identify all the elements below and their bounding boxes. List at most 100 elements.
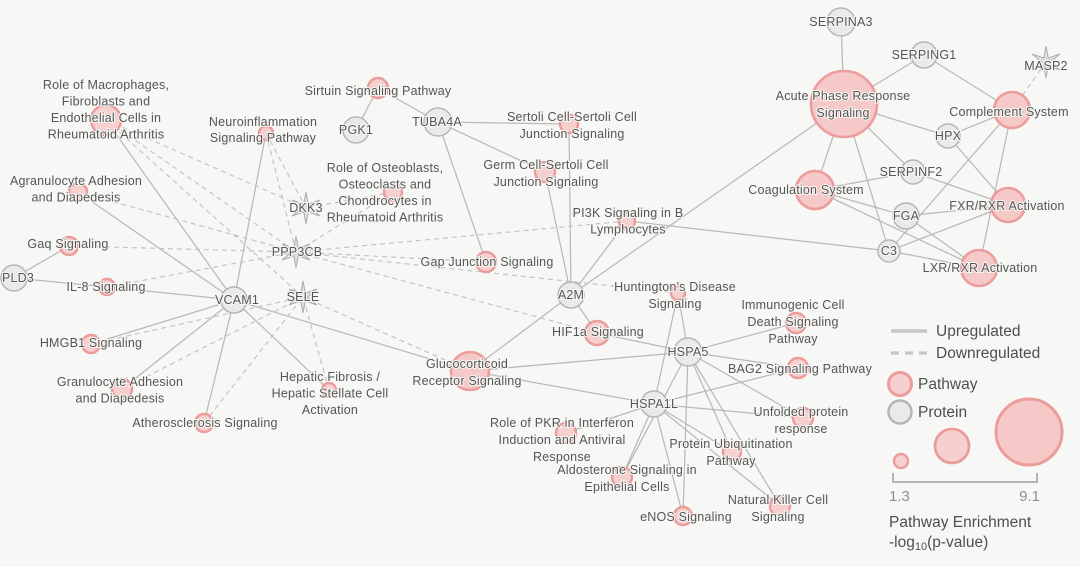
protein-swatch: [887, 399, 913, 425]
granulocyte-label: Granulocyte Adhesion and Diapedesis: [57, 375, 183, 406]
il8-node[interactable]: [97, 277, 117, 297]
edge-hepatic_fibrosis-sele: [302, 296, 330, 391]
serping1-node[interactable]: [910, 41, 938, 69]
edge-sertoli-a2m: [568, 123, 572, 296]
serpinf2-node[interactable]: [900, 159, 926, 185]
natural_killer-node[interactable]: [768, 494, 792, 518]
edge-vcam1-atherosclerosis: [203, 299, 235, 424]
vcam1-node[interactable]: [220, 286, 248, 314]
dkk3-node[interactable]: [291, 191, 321, 225]
scale-bracket: [892, 473, 1038, 483]
hspa1l-label: HSPA1L: [630, 397, 678, 411]
edge-il8-vcam1: [106, 286, 235, 301]
hspa5-node[interactable]: [673, 337, 703, 367]
sertoli-node[interactable]: [558, 113, 580, 135]
acute_phase-node[interactable]: [809, 69, 879, 139]
sirtuin-label: Sirtuin Signaling Pathway: [305, 84, 452, 98]
edge-role_macrophages-ppp3cb: [105, 119, 297, 253]
role_pkr-node[interactable]: [554, 421, 578, 445]
hpx-label: HPX: [935, 129, 962, 143]
edge-hspa5-unfolded: [687, 351, 804, 419]
edge-vcam1-agranulocyte: [77, 191, 235, 301]
il8-label: IL-8 Signaling: [66, 280, 145, 294]
gap_junction-node[interactable]: [474, 250, 498, 274]
fga-node[interactable]: [892, 202, 920, 230]
a2m-label: A2M: [558, 288, 584, 302]
aldosterone-node[interactable]: [610, 465, 634, 489]
edge-vcam1-neuroinflammation: [233, 132, 267, 301]
agranulocyte-node[interactable]: [67, 181, 89, 203]
edge-osteoblasts-ppp3cb: [295, 191, 394, 253]
glucocorticoid-node[interactable]: [449, 350, 491, 392]
hspa1l-node[interactable]: [640, 390, 668, 418]
pi3k-node[interactable]: [617, 211, 637, 231]
scale-formula: -log10(p-value): [889, 534, 988, 553]
scale-min-value: 1.3: [889, 488, 910, 505]
coagulation-node[interactable]: [794, 169, 836, 211]
enos-node[interactable]: [672, 505, 694, 527]
pld3-node[interactable]: [0, 264, 28, 292]
hpx-node[interactable]: [935, 123, 961, 149]
edge-tuba4a-germ_cell: [437, 121, 546, 173]
edge-hspa5-immunogenic: [687, 322, 797, 353]
edge-hif1a-ppp3cb: [295, 251, 598, 334]
hmgb1-node[interactable]: [80, 333, 102, 355]
role_macrophages-node[interactable]: [89, 103, 123, 137]
c3-label: C3: [881, 244, 897, 258]
edge-glucocorticoid-hspa5: [469, 351, 689, 372]
scale-max-value: 9.1: [1019, 488, 1040, 505]
vcam1-label: VCAM1: [215, 293, 259, 307]
edge-hspa5-hif1a: [596, 332, 689, 353]
fga-label: FGA: [893, 209, 920, 223]
edge-osteoblasts-dkk3: [305, 191, 394, 209]
tuba4a-node[interactable]: [423, 107, 453, 137]
lxr_rxr-label: LXR/RXR Activation: [923, 261, 1038, 275]
edge-hspa1l-huntington: [653, 292, 679, 405]
immunogenic-node[interactable]: [784, 311, 808, 335]
granulocyte-node[interactable]: [110, 377, 134, 401]
scale-circle-large: [994, 397, 1064, 467]
fxr_rxr-label: FXR/RXR Activation: [949, 199, 1064, 213]
edge-hspa5-protein_ubiq: [687, 351, 733, 453]
edge-glucocorticoid-hspa1l: [469, 370, 655, 405]
edge-gaq-ppp3cb: [68, 245, 297, 253]
edge-hspa5-natural_killer: [687, 351, 781, 507]
osteoblasts-node[interactable]: [382, 181, 404, 203]
protein_ubiq-node[interactable]: [721, 441, 743, 463]
pld3-label: PLD3: [2, 271, 34, 285]
lxr_rxr-node[interactable]: [959, 248, 999, 288]
neuroinflammation-node[interactable]: [257, 124, 275, 142]
edge-vcam1-hepatic_fibrosis: [233, 299, 330, 391]
edge-pld3-il8: [13, 277, 108, 288]
edge-gap_junction-ppp3cb: [295, 251, 487, 263]
unfolded-node[interactable]: [791, 406, 815, 430]
edge-coagulation-lxr_rxr: [814, 189, 980, 269]
pgk1-node[interactable]: [342, 116, 370, 144]
atherosclerosis-node[interactable]: [193, 412, 215, 434]
gaq-node[interactable]: [58, 235, 80, 257]
sele-node[interactable]: [288, 280, 318, 314]
complement-node[interactable]: [992, 90, 1032, 130]
edge-agranulocyte-ppp3cb: [77, 191, 297, 253]
ppp3cb-node[interactable]: [281, 235, 311, 269]
edge-a2m-acute_phase: [570, 103, 845, 296]
masp2-node[interactable]: [1031, 45, 1061, 79]
bag2-node[interactable]: [786, 356, 810, 380]
legend: Upregulated Downregulated Pathway Protein 1.…: [887, 323, 1064, 553]
scale-title: Pathway Enrichment: [889, 514, 1032, 531]
hif1a-node[interactable]: [583, 319, 611, 347]
huntington-node[interactable]: [669, 284, 687, 302]
germ_cell-node[interactable]: [533, 160, 557, 184]
hspa5-label: HSPA5: [667, 345, 708, 359]
a2m-node[interactable]: [557, 281, 585, 309]
hepatic_fibrosis-node[interactable]: [320, 381, 338, 399]
serpina3-node[interactable]: [826, 7, 856, 37]
c3-node[interactable]: [877, 239, 901, 263]
sirtuin-node[interactable]: [366, 76, 390, 100]
fxr_rxr-node[interactable]: [989, 186, 1027, 224]
edge-vcam1-role_macrophages: [105, 119, 235, 301]
natural_killer-label: Natural Killer Cell Signaling: [728, 493, 828, 524]
serpina3-label: SERPINA3: [809, 15, 872, 29]
